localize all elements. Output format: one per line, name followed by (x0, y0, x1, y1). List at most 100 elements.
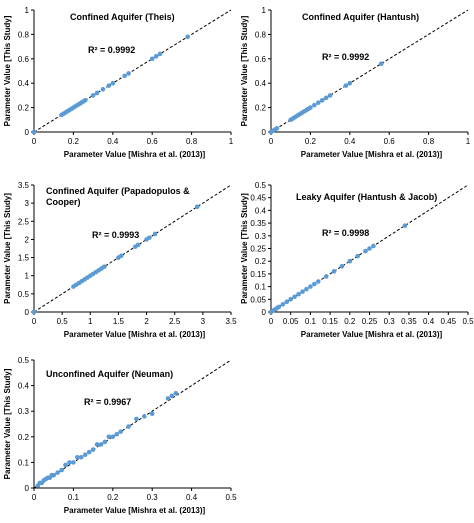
data-point (142, 414, 147, 419)
data-point (355, 253, 360, 259)
data-point (315, 100, 321, 106)
y-axis-label: Parameter Value [This Study] (3, 368, 12, 479)
chart-title: Confined Aquifer (Theis) (70, 12, 175, 22)
data-point (347, 80, 353, 86)
data-point (319, 97, 325, 103)
data-point (63, 462, 68, 468)
data-point (308, 105, 313, 110)
x-tick-label: 0.3 (384, 317, 396, 326)
data-point (147, 235, 152, 240)
y-tick-label: 0.2 (18, 433, 30, 442)
y-tick-label: 0.4 (255, 206, 267, 215)
y-axis-label: Parameter Value [This Study] (240, 193, 249, 304)
x-tick-label: 0.5 (225, 493, 237, 502)
y-tick-label: 0.8 (255, 30, 267, 39)
data-point (185, 34, 190, 40)
r-squared-label: R² = 0.9998 (322, 228, 369, 238)
chart-title: Leaky Aquifer (Hantush & Jacob) (296, 192, 437, 202)
y-tick-label: 0.3 (255, 232, 267, 241)
x-tick-label: 1 (88, 317, 93, 326)
data-point (90, 93, 96, 98)
y-tick-label: 3 (25, 199, 30, 208)
x-tick-label: 0.45 (441, 317, 457, 326)
data-point (122, 73, 127, 79)
y-tick-label: 0.1 (255, 283, 267, 292)
y-tick-label: 0.5 (255, 181, 267, 190)
data-point (31, 129, 37, 135)
data-point (343, 83, 349, 88)
x-tick-label: 0.6 (147, 137, 159, 146)
x-tick-label: 0 (269, 317, 274, 326)
data-point (90, 447, 96, 452)
y-tick-label: 3.5 (18, 181, 30, 190)
y-tick-label: 0.5 (18, 356, 30, 365)
chart-title: Confined Aquifer (Papadopulos & (46, 186, 190, 196)
x-tick-label: 2.5 (169, 317, 181, 326)
x-axis-label: Parameter Value [Mishra et al. (2013)] (301, 150, 443, 159)
data-point (59, 467, 64, 473)
chart-title: Confined Aquifer (Hantush) (302, 12, 419, 22)
data-point (118, 429, 123, 434)
data-point (347, 258, 353, 264)
x-tick-label: 1.5 (113, 317, 125, 326)
y-tick-label: 0 (262, 128, 267, 137)
chart-panel: 0 0.5 1 1.5 2 2.5 3 3.5 0 0.5 1 1.5 2 2.5 3 3.5 Confined… (3, 181, 237, 339)
y-tick-label: 0.05 (250, 295, 266, 304)
y-tick-label: 1.5 (18, 254, 30, 263)
data-point (323, 95, 329, 101)
data-point (67, 460, 72, 465)
data-point (300, 289, 305, 294)
y-tick-label: 0.1 (18, 458, 30, 467)
data-point (134, 416, 139, 422)
x-axis-label: Parameter Value [Mishra et al. (2013)] (64, 150, 206, 159)
y-tick-label: 0 (25, 128, 30, 137)
data-point (153, 54, 159, 59)
data-point (78, 454, 84, 460)
y-tick-label: 2 (25, 235, 30, 244)
data-point (152, 231, 158, 237)
data-point (94, 90, 100, 96)
chart-title: Unconfined Aquifer (Neuman) (46, 369, 173, 379)
data-point (135, 242, 141, 248)
x-tick-label: 0.5 (57, 317, 69, 326)
x-tick-label: 0.15 (322, 317, 338, 326)
y-tick-label: 1 (262, 6, 267, 15)
data-point (86, 449, 92, 455)
data-point (292, 294, 297, 300)
data-point (106, 434, 112, 440)
data-point (312, 281, 317, 287)
one-to-one-line (270, 9, 469, 133)
data-point (149, 56, 155, 62)
x-tick-label: 0.1 (68, 493, 80, 502)
data-point (75, 454, 80, 460)
r-squared-label: R² = 0.9993 (92, 230, 139, 240)
x-tick-label: 0.4 (107, 137, 119, 146)
x-tick-label: 0.5 (462, 317, 474, 326)
y-tick-label: 0.4 (18, 79, 30, 88)
y-tick-label: 0.35 (250, 219, 266, 228)
data-point (102, 439, 108, 445)
x-tick-label: 0 (32, 317, 37, 326)
x-axis-label: Parameter Value [Mishra et al. (2013)] (64, 506, 206, 515)
data-point (363, 248, 368, 254)
data-point (114, 431, 120, 437)
data-point (402, 223, 408, 228)
data-point (308, 284, 313, 289)
x-tick-label: 0.4 (423, 317, 435, 326)
data-point (82, 452, 88, 458)
data-point (106, 83, 112, 88)
data-point (312, 102, 317, 108)
data-point (169, 393, 175, 399)
data-point (102, 264, 107, 269)
data-point (280, 302, 286, 307)
y-tick-label: 0 (25, 308, 30, 317)
data-point (98, 442, 104, 447)
x-tick-label: 0.4 (344, 137, 356, 146)
data-point (149, 411, 155, 417)
x-axis-label: Parameter Value [Mishra et al. (2013)] (301, 330, 443, 339)
data-point (71, 460, 76, 465)
y-tick-label: 0.25 (250, 245, 266, 254)
x-tick-label: 0.2 (107, 493, 119, 502)
one-to-one-line (33, 9, 232, 133)
